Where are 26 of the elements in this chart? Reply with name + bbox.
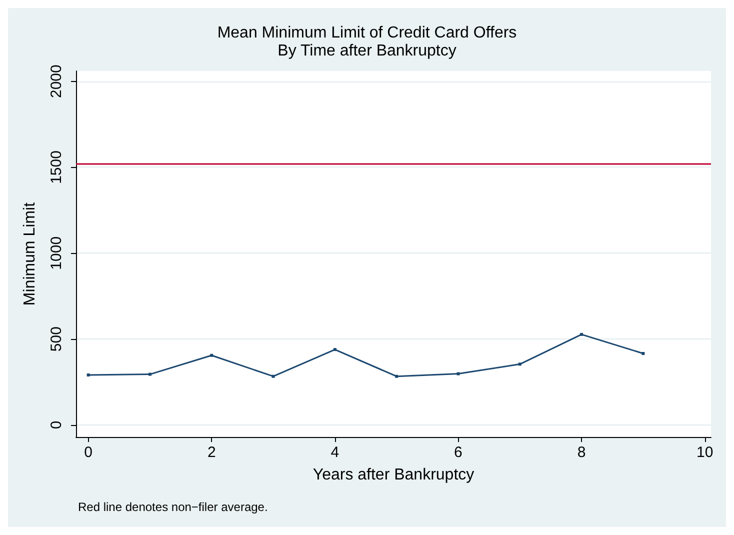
x-tick-label: 10 — [696, 444, 714, 461]
point — [518, 362, 522, 366]
point — [456, 372, 460, 376]
y-tick-label: 500 — [48, 326, 65, 352]
chart-subtitle: By Time after Bankruptcy — [278, 42, 456, 60]
y-axis-title: Minimum Limit — [22, 202, 38, 306]
y-tick-label: 1500 — [48, 150, 65, 184]
x-tick-label: 6 — [454, 444, 462, 461]
point — [333, 348, 336, 352]
point — [148, 372, 152, 376]
x-tick-label: 4 — [330, 444, 340, 461]
x-axis-title: Years after Bankruptcy — [312, 466, 474, 484]
point — [86, 373, 90, 376]
y-tick-label: 0 — [48, 420, 65, 430]
x-tick-label: 8 — [577, 444, 586, 461]
y-tick-label: 1000 — [48, 236, 65, 270]
x-tick-label: 0 — [84, 444, 92, 461]
point — [272, 374, 275, 378]
point — [642, 352, 645, 355]
text: Red line denotes non−filer average. — [78, 500, 268, 514]
point — [395, 374, 398, 378]
chart-title: Mean Minimum Limit of Credit Card Offers — [217, 24, 517, 42]
y-tick-label: 2000 — [48, 64, 65, 98]
point — [580, 332, 584, 336]
x-tick-label: 2 — [207, 444, 216, 461]
point — [210, 354, 214, 357]
